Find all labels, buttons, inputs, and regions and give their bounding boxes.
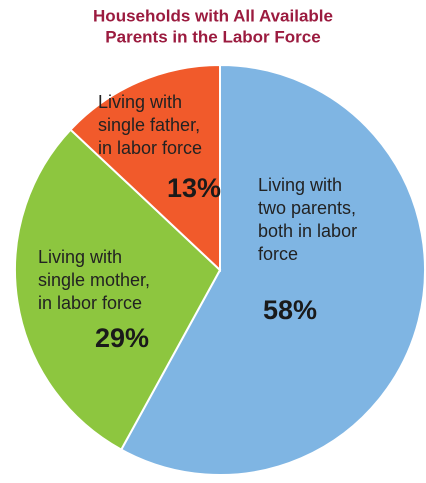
slice-label: Living with (98, 92, 182, 112)
slice-label: single mother, (38, 270, 150, 290)
chart-title: Parents in the Labor Force (105, 27, 320, 46)
slice-label: two parents, (258, 198, 356, 218)
value-label: 13% (167, 173, 221, 203)
slice-label: both in labor (258, 221, 357, 241)
slice-label: force (258, 244, 298, 264)
slice-label: in labor force (38, 293, 142, 313)
pie-slice (119, 63, 426, 476)
slice-label: in labor force (98, 138, 202, 158)
value-label: 58% (263, 295, 317, 325)
slice-label: single father, (98, 115, 200, 135)
pie-slice (14, 128, 222, 452)
slice-label: Living with (258, 175, 342, 195)
slice-label: Living with (38, 247, 122, 267)
value-label: 29% (95, 323, 149, 353)
chart-title: Households with All Available (93, 6, 333, 25)
pie-slice (69, 63, 221, 273)
